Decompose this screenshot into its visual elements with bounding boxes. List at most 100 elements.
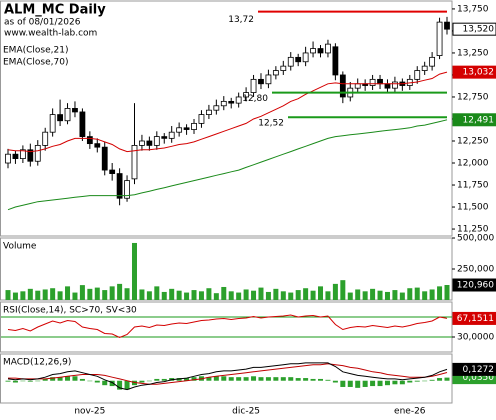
indicator-line	[7, 314, 448, 339]
candle-body	[414, 70, 421, 80]
bar	[94, 287, 100, 300]
x-tick-label: ene-26	[394, 407, 426, 417]
bar	[340, 280, 346, 300]
candle-body	[176, 127, 183, 133]
candle-body	[131, 144, 138, 180]
candle-body	[287, 56, 294, 67]
bar	[5, 290, 11, 300]
bar	[437, 378, 443, 381]
x-tick-label: dic-25	[232, 407, 260, 417]
candle-body	[429, 56, 436, 67]
bar	[422, 380, 428, 382]
bar	[65, 376, 71, 381]
candle-body	[310, 48, 316, 54]
bar	[407, 380, 413, 383]
bar	[303, 378, 309, 381]
candle-body	[27, 149, 34, 162]
bar	[288, 377, 294, 381]
bar	[206, 288, 212, 300]
candle-body	[139, 140, 145, 146]
candle-body	[384, 83, 391, 89]
bar	[422, 291, 428, 300]
candle-body	[377, 78, 383, 85]
bar	[5, 380, 11, 382]
bar	[161, 378, 167, 381]
x-tick-label: nov-25	[74, 407, 105, 417]
bar	[362, 380, 368, 387]
candle-body	[57, 114, 63, 122]
candle-body	[235, 96, 242, 104]
bar	[429, 379, 435, 381]
bar	[50, 288, 56, 300]
bar	[221, 376, 227, 381]
bar	[265, 377, 271, 381]
candle-body	[124, 180, 130, 199]
bar	[154, 378, 160, 381]
bar	[280, 377, 286, 381]
ema-line	[7, 71, 448, 153]
candle-body	[42, 131, 49, 146]
bar	[87, 288, 93, 300]
bar	[154, 286, 160, 300]
source: www.wealth-lab.com	[4, 29, 97, 39]
y-tick-label: 12,250	[457, 136, 489, 146]
candle-body	[332, 46, 339, 76]
bar	[243, 289, 249, 300]
bar	[399, 292, 405, 300]
candle-body	[79, 111, 86, 137]
level-label: 12,52	[258, 119, 284, 129]
bar	[377, 290, 383, 300]
bar	[258, 287, 264, 300]
bar	[295, 290, 301, 300]
bar	[280, 291, 286, 300]
candle-body	[146, 140, 153, 146]
candle-body	[191, 122, 197, 130]
last-value-label: 0,0350	[463, 373, 495, 383]
bar	[57, 291, 63, 300]
bar	[303, 288, 309, 300]
bar	[117, 283, 123, 300]
candle-body	[258, 78, 264, 85]
bar	[87, 380, 93, 382]
legend-label: EMA(Close,70)	[3, 58, 68, 68]
last-value-box	[452, 311, 496, 325]
candle-body	[198, 114, 205, 124]
candle-body	[161, 136, 168, 139]
bar	[295, 378, 301, 381]
candle-body	[325, 43, 331, 54]
candle-body	[213, 105, 220, 111]
panel-frame	[0, 301, 453, 353]
legend-label: EMA(Close,21)	[3, 46, 68, 56]
candle-body	[153, 136, 160, 146]
bar	[109, 380, 115, 387]
y-tick-label: 13,750	[457, 4, 489, 14]
last-value-label: 12,491	[463, 115, 495, 125]
candle-body	[109, 169, 116, 174]
bar	[392, 380, 398, 385]
bar	[288, 292, 294, 300]
bar	[399, 380, 405, 385]
candle-body	[339, 74, 346, 98]
bar	[414, 380, 420, 382]
chart-subtitle: as of 08/01/2026	[4, 18, 81, 28]
bar	[407, 288, 413, 300]
y-tick-label: 500,000	[457, 234, 494, 244]
candle-body	[19, 149, 26, 160]
indicator-line	[8, 363, 448, 385]
bar	[102, 290, 108, 300]
bar	[310, 290, 316, 300]
bar	[184, 292, 190, 300]
bar	[12, 380, 18, 383]
level-label: 12,80	[242, 94, 268, 104]
bar	[20, 291, 26, 300]
bar	[109, 286, 115, 300]
bar	[221, 286, 227, 300]
candle-body	[243, 92, 250, 98]
candle-body	[168, 131, 175, 139]
y-tick-label: 11,750	[457, 181, 489, 191]
bar	[79, 378, 85, 381]
y-tick-label: 11,250	[457, 225, 489, 235]
bar	[50, 377, 56, 381]
bar	[79, 285, 85, 300]
